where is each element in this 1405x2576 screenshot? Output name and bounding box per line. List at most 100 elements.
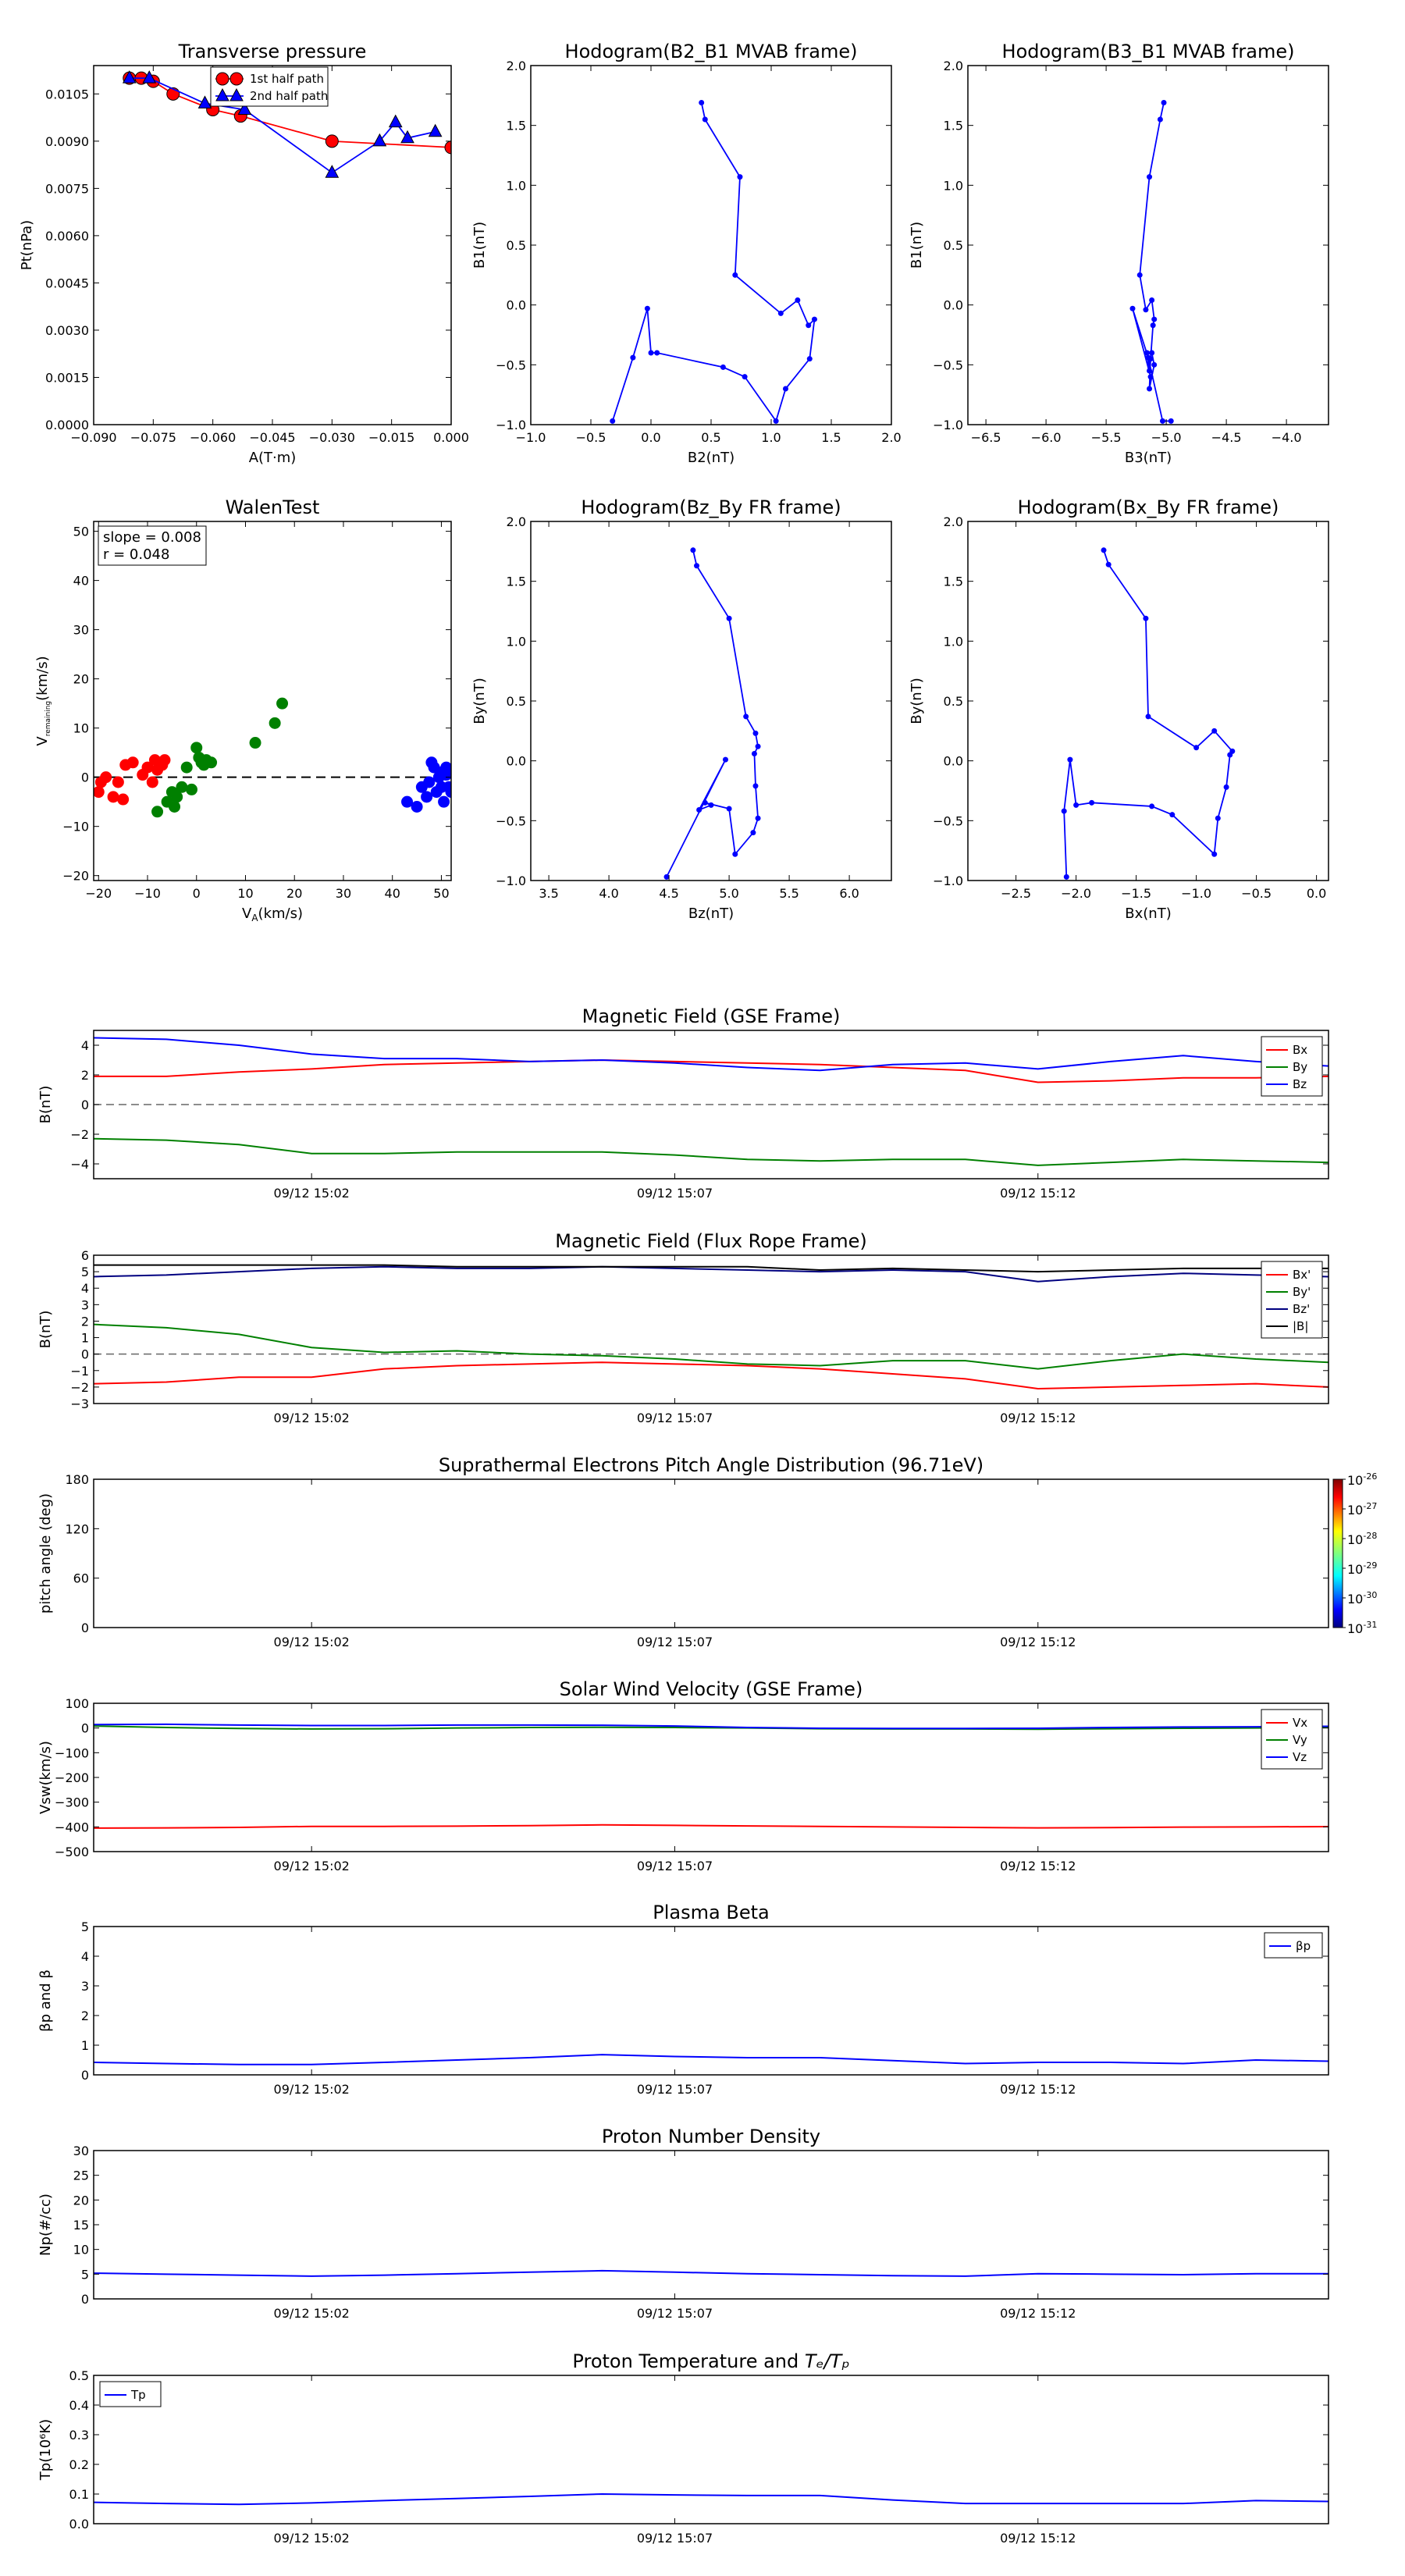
y-tick-label: 2	[81, 1314, 89, 1329]
chart-title: Proton Temperature and Tₑ/Tₚ	[572, 2350, 849, 2372]
data-point	[1147, 174, 1153, 180]
data-point	[171, 791, 183, 803]
y-tick-label: 5	[81, 1920, 89, 1934]
data-point	[372, 133, 387, 147]
x-tick-label: −10	[134, 886, 161, 901]
x-tick-label: 09/12 15:02	[274, 2306, 350, 2321]
x-tick-label: 30	[336, 886, 351, 901]
y-tick-label: 20	[73, 2193, 89, 2208]
data-point	[205, 756, 218, 769]
y-tick-label: 4	[81, 1949, 89, 1964]
legend-label: |B|	[1293, 1319, 1308, 1333]
data-point	[190, 742, 203, 754]
x-tick-label: 0	[193, 886, 201, 901]
x-tick-label: −0.030	[309, 430, 355, 445]
data-point	[1151, 361, 1158, 368]
legend: βp	[1264, 1932, 1323, 1959]
y-axis-label: B(nT)	[37, 1086, 54, 1124]
series-line-By'	[94, 1323, 1329, 1370]
x-tick-label: 4.0	[599, 886, 618, 901]
data-point	[94, 786, 105, 799]
x-tick-label: −1.0	[516, 430, 546, 445]
series-line-Vz	[94, 1723, 1329, 1730]
data-point	[1211, 851, 1218, 857]
y-tick-label: −1.0	[933, 873, 963, 888]
legend-label: βp	[1296, 1939, 1311, 1953]
data-point	[1211, 728, 1218, 734]
data-point	[751, 750, 757, 756]
plot-area	[94, 1037, 1329, 1166]
y-tick-label: 0.0	[507, 298, 526, 313]
data-point	[438, 795, 450, 808]
x-tick-label: 09/12 15:12	[1000, 1635, 1076, 1649]
y-tick-label: −10	[62, 820, 89, 834]
legend-label: Tp	[130, 2388, 146, 2402]
x-tick-label: 0.0	[1307, 886, 1326, 901]
y-tick-label: 2.0	[944, 59, 963, 73]
plot-frame	[530, 521, 892, 881]
chart-title: Hodogram(Bz_By FR frame)	[581, 496, 841, 518]
data-point	[122, 70, 137, 84]
x-axis-label: B2(nT)	[688, 450, 735, 466]
series-line-Vy	[94, 1725, 1329, 1731]
plot-area	[1061, 547, 1236, 880]
series-line-Bz	[94, 1037, 1329, 1072]
y-tick-label: 2.0	[507, 59, 526, 73]
legend: Bx By Bz	[1261, 1036, 1323, 1097]
x-tick-label: −20	[85, 886, 112, 901]
data-point	[708, 802, 714, 808]
y-tick-label: 0	[81, 1721, 89, 1736]
data-point	[176, 781, 188, 793]
data-point	[146, 776, 158, 788]
colorbar-label: 10-31	[1347, 1620, 1377, 1636]
data-point	[401, 795, 414, 808]
legend-marker	[215, 72, 229, 86]
plot-area	[94, 697, 451, 818]
x-tick-label: −6.0	[1031, 430, 1062, 445]
x-tick-label: −2.5	[1001, 886, 1031, 901]
x-tick-label: −6.5	[971, 430, 1001, 445]
series-line-Tp	[94, 2492, 1329, 2506]
x-tick-label: 50	[433, 886, 449, 901]
x-tick-label: 4.5	[659, 886, 678, 901]
x-tick-label: −0.045	[249, 430, 295, 445]
data-point	[755, 743, 761, 749]
series-line-data	[94, 2269, 1329, 2277]
data-point	[696, 807, 702, 813]
chart-title: Hodogram(B2_B1 MVAB frame)	[565, 41, 858, 62]
y-tick-label: −1.0	[496, 873, 526, 888]
legend-label: Vx	[1293, 1716, 1307, 1730]
data-point	[180, 761, 193, 774]
x-tick-label: 09/12 15:02	[274, 1859, 350, 1873]
legend-label: By'	[1293, 1285, 1311, 1299]
legend-marker	[229, 72, 244, 86]
x-axis-label-tail: (km/s)	[258, 906, 303, 922]
data-point	[1227, 752, 1233, 758]
y-tick-label: 0	[81, 1621, 89, 1635]
data-point	[777, 310, 784, 316]
y-tick-label: 0.5	[944, 238, 963, 253]
data-point	[1129, 305, 1136, 311]
y-tick-label: −0.5	[933, 358, 963, 372]
x-tick-label: 09/12 15:12	[1000, 2531, 1076, 2546]
y-tick-label: 6	[81, 1248, 89, 1263]
plot-frame	[93, 2150, 1329, 2300]
x-axis-label: A(T·m)	[249, 450, 297, 466]
panel-tp: −0.090 −0.075 −0.060 −0.045 −0.030 −0.015 0.00…	[19, 41, 469, 466]
y-tick-label: 1.0	[507, 634, 526, 649]
data-point	[1169, 812, 1176, 818]
data-point	[1147, 368, 1153, 374]
panel-pad: 09/12 15:02 09/12 15:07 09/12 15:12 0 60 120 1…	[37, 1454, 1377, 1649]
annotation-slope: slope = 0.008	[103, 529, 201, 546]
y-tick-label: 0.0015	[45, 370, 89, 385]
y-axis-label: Pt(nPa)	[19, 220, 35, 270]
y-tick-label: −20	[62, 869, 89, 884]
colorbar-exponent: -28	[1363, 1531, 1377, 1541]
x-tick-label: 40	[385, 886, 400, 901]
data-point	[1149, 297, 1155, 304]
y-tick-label: 0	[81, 1098, 89, 1112]
chart-title: Plasma Beta	[653, 1902, 769, 1923]
x-tick-label: 0.000	[433, 430, 469, 445]
colorbar-label: 10-26	[1347, 1471, 1377, 1488]
